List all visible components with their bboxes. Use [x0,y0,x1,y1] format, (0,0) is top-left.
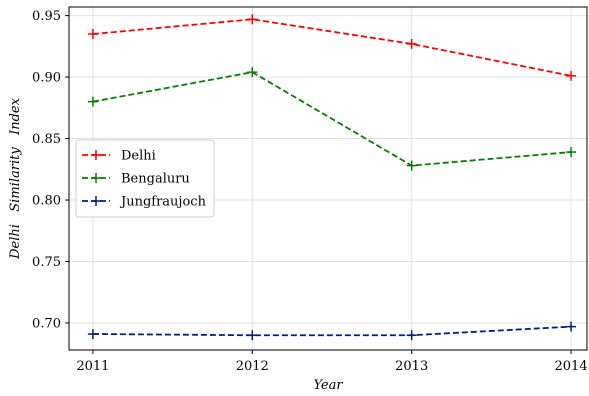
series-jungfraujoch [87,321,577,341]
data-point-delhi [87,29,98,40]
series-bengaluru [87,67,577,171]
series-line-bengaluru [92,71,572,167]
data-point-bengaluru [247,67,258,78]
data-point-delhi [247,14,258,25]
legend-marker [91,150,101,160]
data-point-jungfraujoch [87,329,98,340]
data-point-jungfraujoch [247,330,258,341]
y-tick-label: 0.85 [32,132,61,147]
legend-marker [91,196,101,206]
y-tick-label: 0.80 [32,194,61,209]
plot-frame [68,6,588,351]
legend: Delhi Bengaluru Jungfraujoch [75,139,215,218]
y-tick-label: 0.70 [32,316,61,331]
legend-label: Bengaluru [121,172,190,187]
legend-label: Jungfraujoch [119,195,207,210]
series-line-jungfraujoch [92,325,572,337]
data-point-jungfraujoch [406,330,417,341]
y-axis-label: Delhi Similarity Index [8,97,23,260]
x-tick-label: 2014 [555,359,588,374]
data-point-delhi [566,70,577,81]
series-layer [87,14,577,341]
data-point-bengaluru [566,147,577,158]
legend-item-delhi: Delhi [82,149,156,164]
legend-label: Delhi [121,149,156,164]
y-tick-label: 0.90 [32,71,61,86]
y-tick-label: 0.75 [32,255,61,270]
legend-item-jungfraujoch: Jungfraujoch [82,195,207,210]
data-point-bengaluru [406,160,417,171]
data-point-delhi [406,38,417,49]
grid-lines [69,7,587,350]
data-point-bengaluru [87,96,98,107]
data-point-jungfraujoch [566,321,577,332]
x-axis: 2011 2012 2013 2014 [76,350,588,374]
x-axis-label: Year [313,378,343,393]
series-delhi [87,14,577,81]
legend-item-bengaluru: Bengaluru [82,172,190,187]
legend-box [75,139,215,218]
x-tick-label: 2011 [76,359,109,374]
x-tick-label: 2013 [395,359,428,374]
x-tick-label: 2012 [236,359,269,374]
y-tick-label: 0.95 [32,9,61,24]
y-axis: 0.70 0.75 0.80 0.85 0.90 0.95 [32,9,69,331]
legend-marker [91,173,101,183]
